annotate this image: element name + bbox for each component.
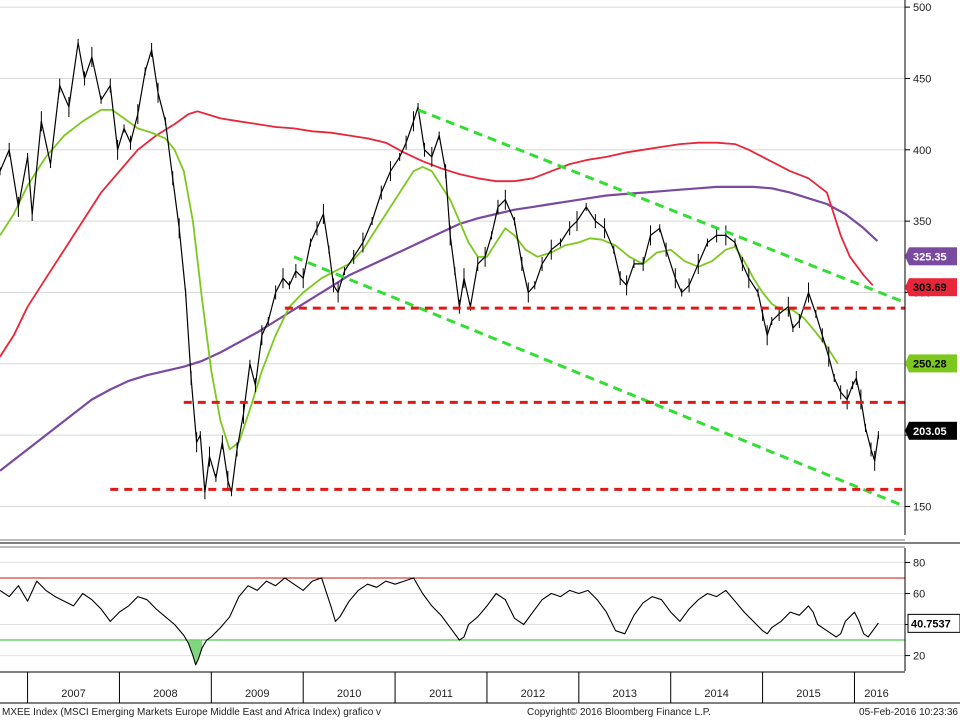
x-tick-label: 2009 xyxy=(245,688,269,700)
series-line-ma-mid xyxy=(0,110,874,358)
footer-copyright: Copyright© 2016 Bloomberg Finance L.P. xyxy=(527,707,711,718)
rsi-threshold-lines xyxy=(0,577,905,641)
series-line-ma-short xyxy=(0,109,839,451)
value-badge-label: 203.05 xyxy=(913,426,947,438)
value-badge-label: 303.69 xyxy=(913,282,947,294)
rsi-oversold-fill xyxy=(188,640,203,665)
rsi-tick-label: 20 xyxy=(913,651,925,663)
footer: MXEE Index (MSCI Emerging Markets Europe… xyxy=(2,707,958,718)
x-tick-label: 2010 xyxy=(337,688,361,700)
footer-source: MXEE Index (MSCI Emerging Markets Europe… xyxy=(2,707,381,718)
price-series xyxy=(0,38,879,500)
x-axis: 2007 2008 2009 2010 2011 2012 2013 2014 2015 2016 xyxy=(0,671,960,704)
value-badge-label: 40.7537 xyxy=(911,618,951,630)
price-tick-label: 350 xyxy=(913,216,931,228)
rsi-tick-label: 80 xyxy=(913,557,925,569)
price-tick-label: 500 xyxy=(913,2,931,14)
value-badge-label: 325.35 xyxy=(913,251,947,263)
series-line-rsi xyxy=(0,577,879,666)
rsi-series xyxy=(0,577,879,666)
price-tick-label: 400 xyxy=(913,145,931,157)
value-badge: 325.35 xyxy=(905,247,957,266)
value-badge-label: 250.28 xyxy=(913,358,947,370)
panel-separator xyxy=(0,539,960,548)
rsi-gridlines xyxy=(0,561,905,657)
price-tick-label: 450 xyxy=(913,73,931,85)
x-tick-label: 2008 xyxy=(153,688,177,700)
x-tick-label: 2011 xyxy=(429,688,453,700)
series-line-ma-long xyxy=(0,185,879,472)
price-tick-label: 150 xyxy=(913,501,931,513)
value-badge: 40.7537 xyxy=(907,613,960,633)
x-tick-label: 2014 xyxy=(704,688,728,700)
x-tick-label: 2007 xyxy=(61,688,85,700)
price-annotation-lines xyxy=(110,108,906,508)
rsi-value-badges: 40.7537 xyxy=(907,613,960,633)
price-gridlines xyxy=(0,6,905,507)
price-panel: 150200250300350400450500 325.35303.69250… xyxy=(0,0,957,535)
footer-timestamp: 05-Feb-2016 10:23:36 xyxy=(859,707,958,718)
price-value-badges: 325.35 303.69 250.28 203.05 xyxy=(905,247,957,440)
x-tick-label: 2012 xyxy=(521,688,545,700)
value-badge: 250.28 xyxy=(905,354,957,373)
rsi-panel: 20406080 40.7537 xyxy=(0,548,960,671)
value-badge: 303.69 xyxy=(905,278,957,297)
trendline xyxy=(293,255,906,508)
value-badge: 203.05 xyxy=(905,421,957,440)
x-tick-label: 2013 xyxy=(613,688,637,700)
x-tick-label: 2016 xyxy=(864,688,888,700)
trendline xyxy=(417,108,906,304)
x-tick-label: 2015 xyxy=(796,688,820,700)
rsi-tick-label: 60 xyxy=(913,588,925,600)
